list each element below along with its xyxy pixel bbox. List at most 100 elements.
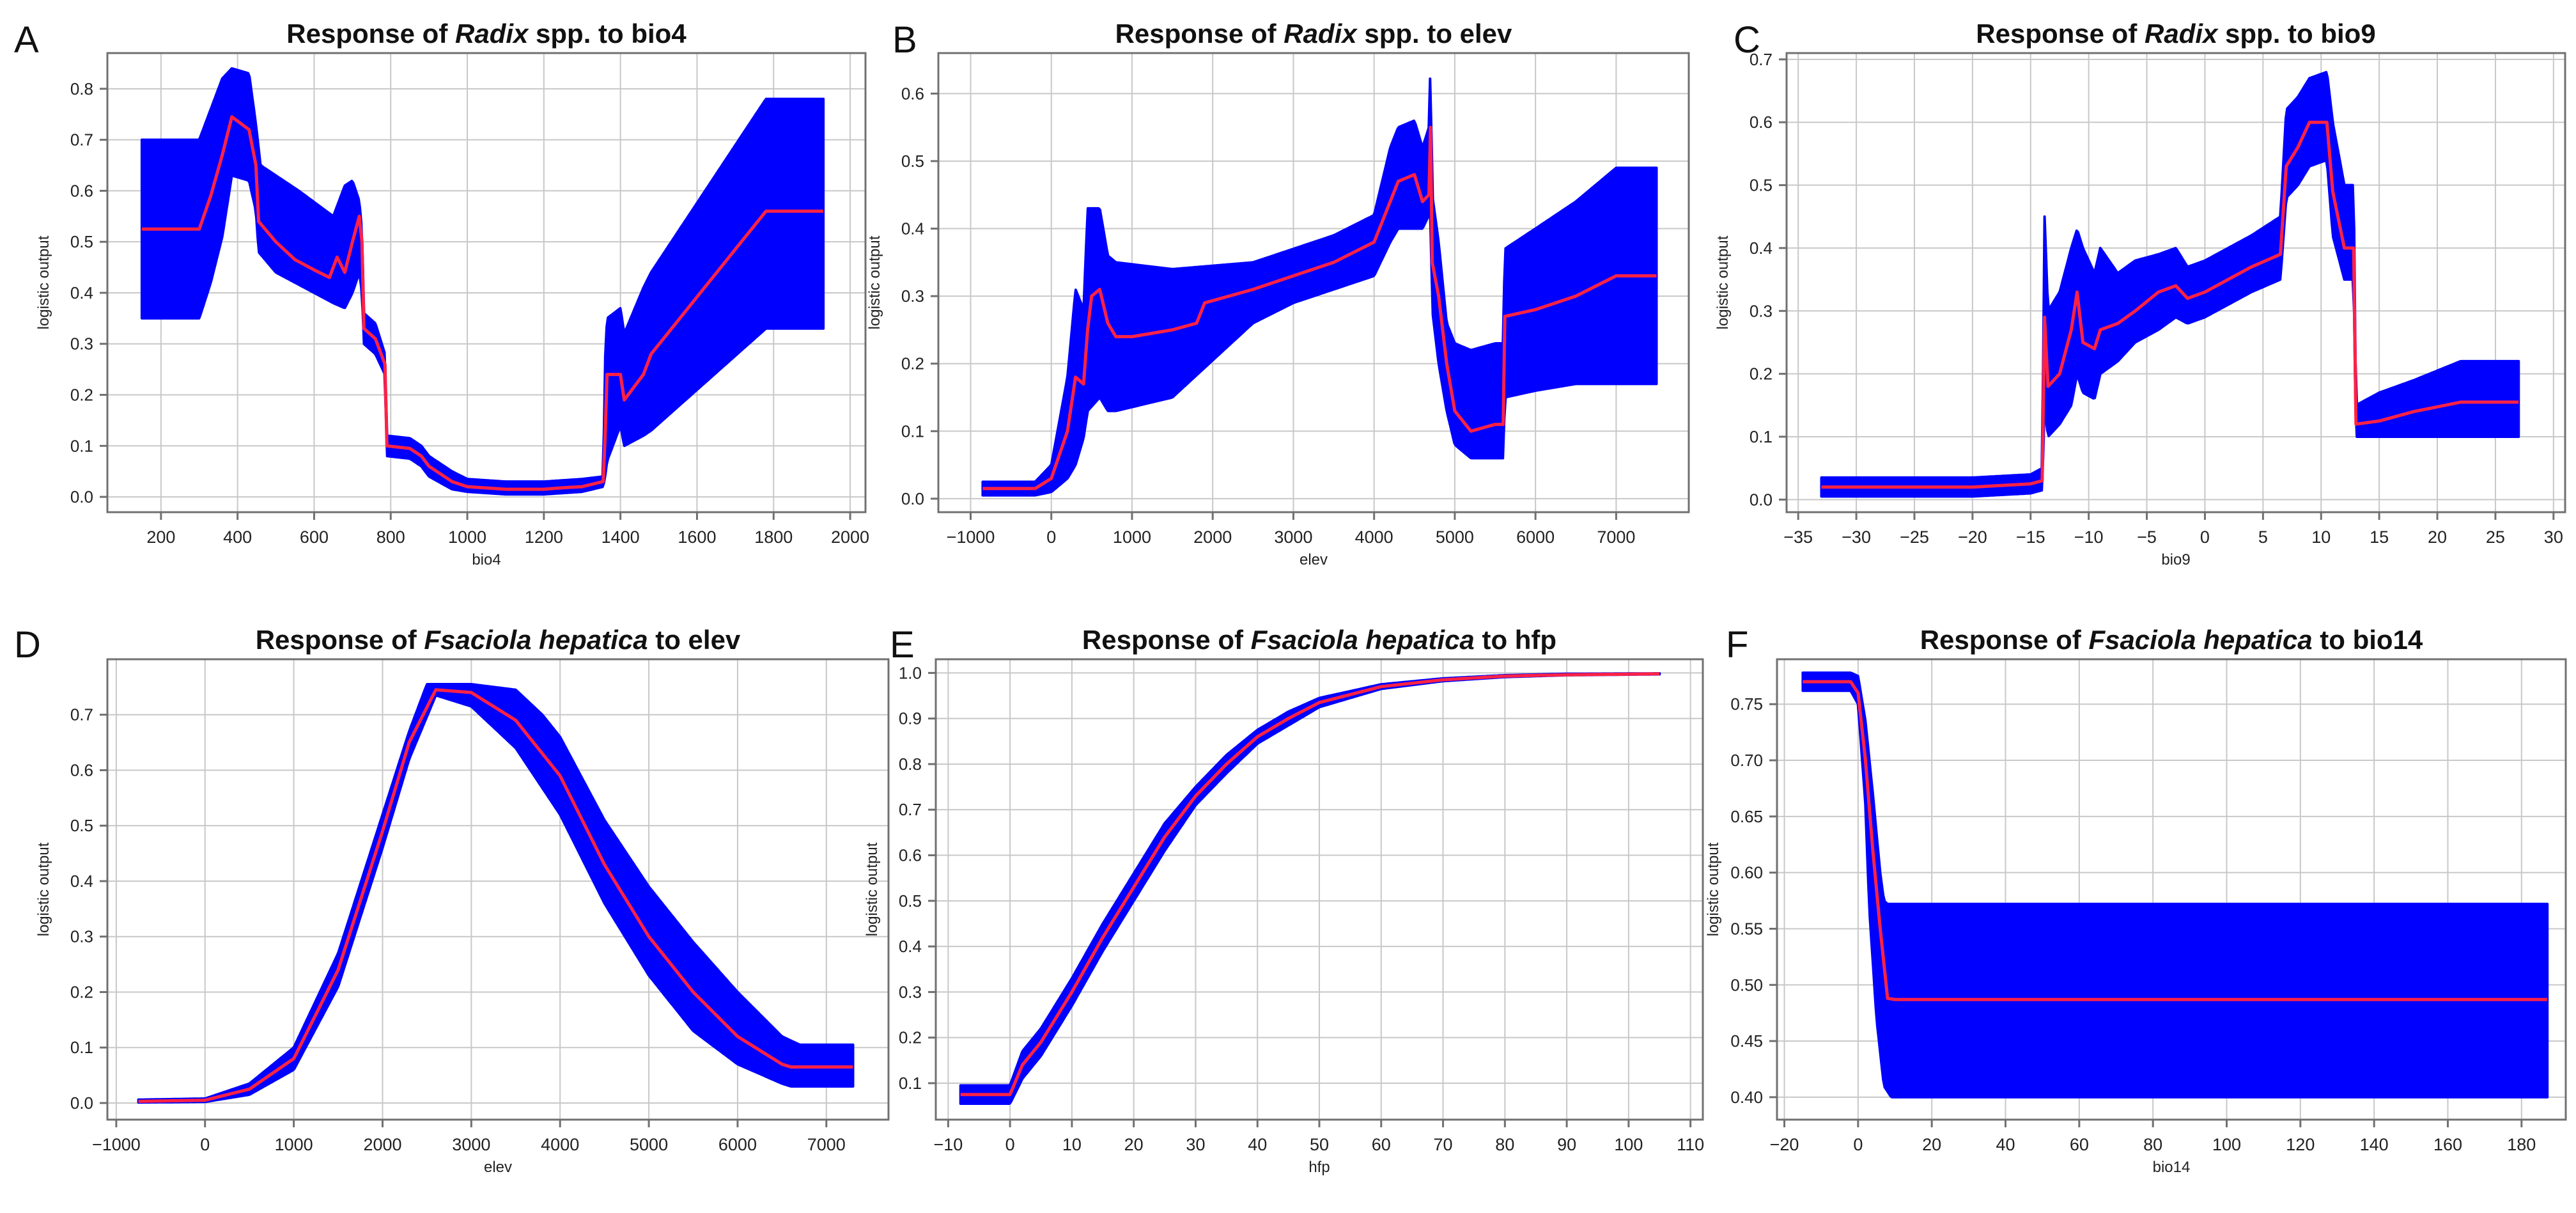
x-axis: −35 −30 −25 −20 −15 −10 −5 0 5 10 15 20 25 30 [1783, 512, 2563, 547]
confidence-band [981, 77, 1658, 497]
x-tick-label: 7000 [807, 1135, 846, 1154]
y-tick-label: 0.1 [70, 1038, 93, 1057]
x-tick-label: 600 [300, 528, 329, 547]
x-tick-label: 2000 [363, 1135, 401, 1154]
x-tick-label: 3000 [452, 1135, 490, 1154]
y-tick-label: 0.1 [70, 436, 93, 455]
panel-letter: D [14, 624, 41, 666]
y-tick-label: 0.8 [899, 755, 922, 774]
chart-title: Response of Radix spp. to elev [1115, 19, 1512, 49]
y-tick-label: 0.4 [70, 872, 93, 891]
panel-f: −20 0 20 40 60 80 100 120 140 160 1800.400.450.500… [1705, 624, 2567, 1176]
x-tick-label: 20 [1124, 1135, 1144, 1154]
x-tick-label: −10 [933, 1135, 963, 1154]
x-tick-label: 4000 [541, 1135, 579, 1154]
y-tick-label: 0.5 [70, 816, 93, 835]
y-tick-label: 0.45 [1730, 1031, 1763, 1051]
x-axis-label: hfp [1308, 1159, 1330, 1176]
plot-frame [937, 52, 1690, 513]
y-tick-label: 0.4 [899, 937, 922, 956]
title-part: Fsaciola hepatica [2088, 625, 2312, 655]
title-part: Fsaciola hepatica [1251, 625, 1475, 655]
y-tick-label: 0.3 [899, 982, 922, 1001]
x-tick-label: 1600 [678, 528, 716, 547]
x-tick-label: −25 [1900, 528, 1929, 547]
y-tick-label: 0.6 [70, 181, 93, 200]
y-tick-label: 0.8 [70, 79, 93, 98]
y-axis: 0.0 0.1 0.2 0.3 0.4 0.5 0.6 0.7 0.8 [70, 79, 107, 506]
x-tick-label: −35 [1783, 528, 1813, 547]
y-axis: 0.0 0.1 0.2 0.3 0.4 0.5 0.6 0.7 [70, 705, 107, 1113]
y-tick-label: 0.7 [70, 705, 93, 724]
x-tick-label: 0 [1853, 1135, 1863, 1154]
confidence-band [1820, 70, 2520, 498]
x-tick-label: 20 [1922, 1135, 1941, 1154]
x-axis-label: bio9 [2161, 551, 2190, 568]
x-tick-label: 90 [1557, 1135, 1576, 1154]
mean-response-line [982, 125, 1657, 490]
title-part: spp. to bio9 [2217, 19, 2375, 49]
y-tick-label: 0.1 [899, 1074, 922, 1093]
y-tick-label: 0.6 [899, 846, 922, 865]
y-axis-label: logistic output [1705, 842, 1722, 936]
y-tick-label: 0.40 [1730, 1088, 1763, 1107]
title-part: spp. to elev [1357, 19, 1512, 49]
x-tick-label: 30 [1186, 1135, 1205, 1154]
x-tick-label: 40 [1996, 1135, 2015, 1154]
x-tick-label: 160 [2433, 1135, 2462, 1154]
title-part: Radix [2145, 19, 2219, 49]
x-axis-label: bio14 [2153, 1159, 2191, 1176]
mean-response-line [141, 115, 824, 491]
x-tick-label: 140 [2360, 1135, 2389, 1154]
x-tick-label: −30 [1842, 528, 1871, 547]
y-tick-label: 0.50 [1730, 975, 1763, 994]
x-tick-label: −20 [1958, 528, 1987, 547]
y-tick-label: 0.2 [70, 982, 93, 1001]
x-tick-label: 10 [1062, 1135, 1082, 1154]
y-tick-label: 0.9 [899, 709, 922, 728]
data-layer [959, 672, 1661, 1105]
y-tick-label: 0.65 [1730, 807, 1763, 826]
mean-response-line [960, 672, 1660, 1097]
y-tick-label: 0.7 [899, 800, 922, 819]
y-axis: 0.40 0.45 0.50 0.55 0.60 0.65 0.70 0.75 [1730, 694, 1777, 1107]
panel-letter: F [1726, 624, 1748, 666]
y-axis: 0.0 0.1 0.2 0.3 0.4 0.5 0.6 0.7 [1750, 50, 1787, 509]
plot-frame [1776, 658, 2567, 1121]
x-tick-label: 40 [1248, 1135, 1267, 1154]
title-part: Response of [1115, 19, 1284, 49]
y-axis: 0.0 0.1 0.2 0.3 0.4 0.5 0.6 [901, 84, 938, 508]
data-layer [1801, 671, 2549, 1099]
title-part: Response of [256, 625, 424, 655]
x-axis-label: elev [484, 1159, 512, 1176]
x-tick-label: 2000 [831, 528, 869, 547]
y-tick-label: 0.5 [1750, 176, 1773, 195]
x-tick-label: 180 [2507, 1135, 2536, 1154]
y-tick-label: 0.3 [1750, 301, 1773, 320]
x-tick-label: 200 [146, 528, 175, 547]
y-tick-label: 0.2 [901, 354, 924, 373]
y-tick-label: 0.1 [901, 421, 924, 441]
x-tick-label: 60 [1372, 1135, 1391, 1154]
y-tick-label: 0.5 [901, 152, 924, 171]
data-layer [1820, 70, 2520, 498]
x-axis: −1000 0 1000 2000 3000 4000 5000 6000 7000 [947, 512, 1635, 547]
y-tick-label: 0.5 [70, 232, 93, 251]
y-tick-label: 0.70 [1730, 751, 1763, 770]
y-axis-label: logistic output [1714, 235, 1732, 329]
confidence-band [1801, 671, 2549, 1099]
x-tick-label: −20 [1770, 1135, 1799, 1154]
y-axis-label: logistic output [866, 235, 883, 329]
title-part: Fsaciola hepatica [424, 625, 648, 655]
confidence-band [137, 683, 855, 1104]
title-part: Response of [1082, 625, 1251, 655]
x-tick-label: 1800 [754, 528, 793, 547]
x-tick-label: 10 [2311, 528, 2331, 547]
x-tick-label: 1200 [525, 528, 563, 547]
x-axis: 200 400 600 800 1000 1200 1400 1600 1800 2000 [146, 512, 869, 547]
x-tick-label: 120 [2286, 1135, 2315, 1154]
y-tick-label: 0.2 [899, 1028, 922, 1047]
x-tick-label: 60 [2070, 1135, 2089, 1154]
title-part: Radix [455, 19, 529, 49]
